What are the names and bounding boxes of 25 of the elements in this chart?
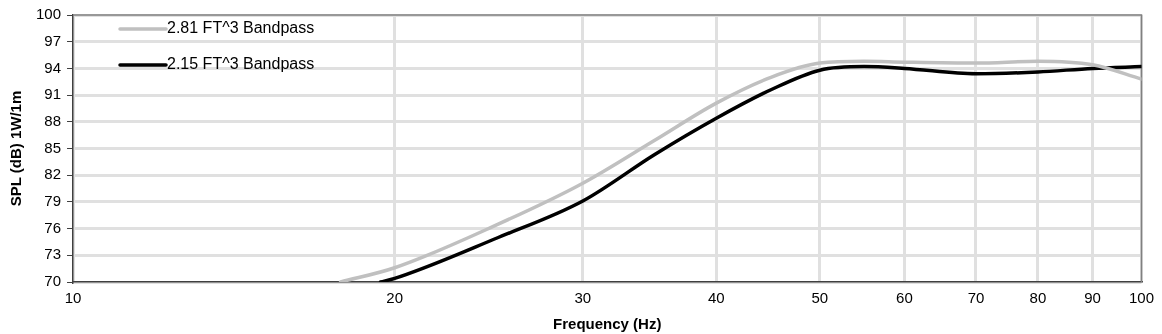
y-tick-label: 79 (44, 192, 62, 210)
y-tick-label: 85 (44, 138, 62, 156)
y-axis-title: SPL (dB) 1W/1m (7, 90, 25, 207)
y-tick-label: 73 (44, 245, 62, 263)
x-tick-label: 80 (1029, 289, 1047, 307)
x-axis-title: Frequency (Hz) (553, 315, 662, 333)
x-tick-label: 10 (64, 289, 82, 307)
y-tick-label: 76 (44, 218, 62, 236)
x-tick-label: 50 (811, 289, 829, 307)
y-tick-label: 91 (44, 85, 62, 103)
x-tick-label: 60 (896, 289, 913, 307)
legend-label: 2.15 FT^3 Bandpass (167, 55, 315, 73)
x-tick-label: 100 (1128, 289, 1154, 307)
y-tick-label: 70 (44, 272, 62, 290)
y-tick-label: 100 (36, 5, 62, 23)
x-tick-label: 90 (1084, 289, 1101, 307)
x-tick-label: 70 (967, 289, 985, 307)
x-tick-label: 30 (574, 289, 592, 307)
legend-label: 2.81 FT^3 Bandpass (167, 19, 315, 37)
x-tick-label: 40 (707, 289, 725, 307)
y-tick-label: 88 (44, 111, 62, 129)
y-tick-label: 94 (44, 58, 62, 76)
x-tick-label: 20 (386, 289, 404, 307)
y-tick-label: 82 (44, 165, 62, 183)
y-tick-label: 97 (44, 31, 62, 49)
